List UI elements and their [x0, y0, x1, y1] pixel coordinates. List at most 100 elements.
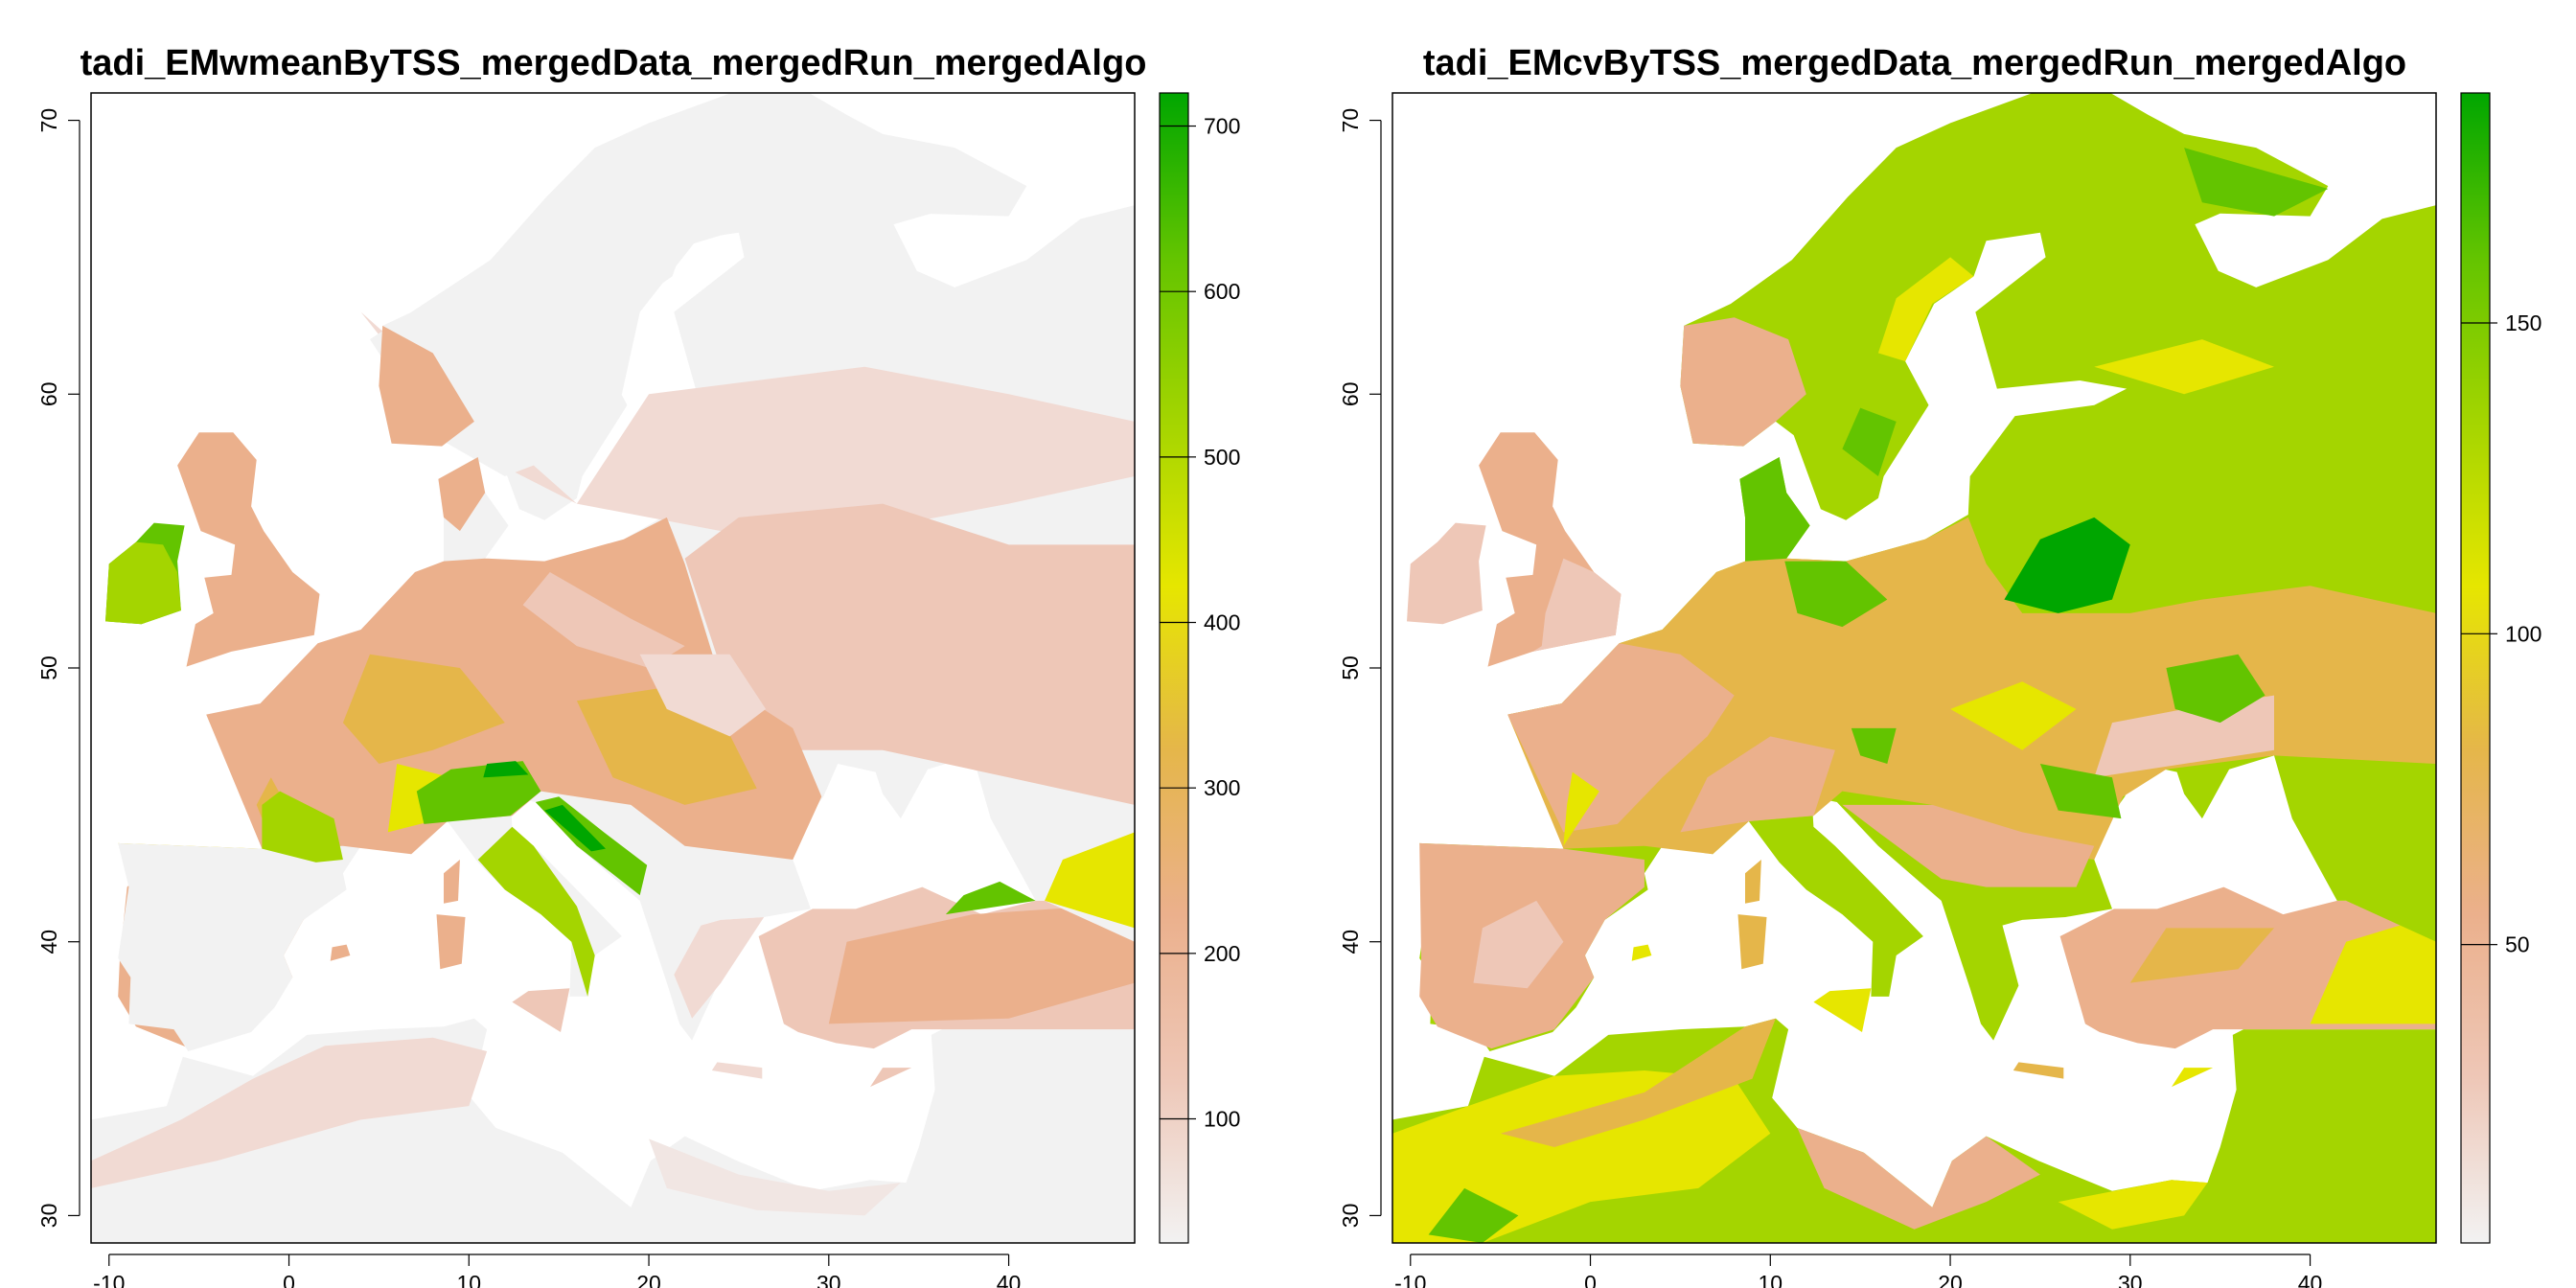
x-tick-label: 20 — [636, 1271, 661, 1288]
y-tick-label: 50 — [36, 656, 61, 680]
colorbar-legend: 100 200 300 400 500 600 700 — [1159, 92, 1240, 1244]
y-tick-label: 60 — [1338, 381, 1363, 406]
value-patch — [684, 503, 1135, 805]
value-patch — [2094, 339, 2274, 395]
y-axis: 30 40 50 60 70 — [36, 108, 80, 1228]
value-patch — [1877, 257, 1974, 361]
legend-tick-label: 600 — [1204, 279, 1240, 304]
map-panel-cv: tadi_EMcvByTSS_mergedData_mergedRun_merg… — [1338, 43, 2542, 1288]
value-patch — [639, 654, 767, 737]
value-patch — [1428, 1187, 1519, 1243]
plot-frame — [1392, 92, 2437, 1244]
x-tick-label: 10 — [1758, 1271, 1782, 1288]
x-tick-label: 30 — [816, 1271, 841, 1288]
value-patch — [2004, 517, 2130, 613]
y-tick-label: 70 — [36, 108, 61, 133]
x-tick-label: 20 — [1938, 1271, 1963, 1288]
value-patch — [1851, 727, 1897, 764]
value-patch — [1739, 457, 1810, 562]
value-patch — [2039, 764, 2122, 819]
chart-title: tadi_EMwmeanByTSS_mergedData_mergedRun_m… — [80, 43, 1147, 83]
x-tick-label: 0 — [283, 1271, 295, 1288]
value-patch — [544, 804, 606, 852]
value-patch — [2310, 914, 2436, 1024]
y-tick-label: 50 — [1338, 656, 1363, 680]
legend-tick-label: 200 — [1204, 941, 1240, 966]
land-cyprus — [2172, 1068, 2214, 1088]
value-patch — [2166, 654, 2266, 724]
x-tick-label: 40 — [2298, 1271, 2323, 1288]
plot-frame — [90, 92, 1136, 1244]
y-tick-label: 30 — [1338, 1204, 1363, 1229]
value-patch — [2129, 928, 2274, 983]
x-axis: -10 0 10 20 30 40 — [93, 1254, 1021, 1288]
legend-tick-label: 150 — [2505, 310, 2542, 335]
land-ireland — [1407, 522, 1486, 625]
y-tick-label: 30 — [36, 1204, 61, 1229]
value-patch — [1045, 832, 1135, 929]
value-patch — [674, 917, 765, 1019]
x-tick-label: 10 — [456, 1271, 481, 1288]
x-tick-label: 40 — [997, 1271, 1022, 1288]
value-patch — [370, 93, 1027, 476]
colorbar-gradient — [1159, 92, 1189, 1244]
value-patch — [2058, 1180, 2208, 1230]
value-patch — [1532, 558, 1622, 652]
value-patch — [1473, 900, 1564, 989]
land-sicily — [1813, 988, 1872, 1032]
y-tick-label: 40 — [1338, 930, 1363, 954]
land-balearic — [330, 944, 351, 961]
land-cyprus — [870, 1068, 912, 1088]
value-patch — [1797, 1128, 2040, 1230]
value-patch — [945, 881, 1036, 915]
x-tick-label: -10 — [1394, 1271, 1426, 1288]
y-axis: 30 40 50 60 70 — [1338, 108, 1382, 1229]
value-patch — [1500, 1018, 1776, 1147]
map-raster — [91, 93, 1135, 1243]
value-patch — [379, 325, 474, 447]
legend-tick-label: 500 — [1204, 445, 1240, 470]
x-tick-label: 0 — [1584, 1271, 1597, 1288]
legend-tick-label: 400 — [1204, 610, 1240, 635]
value-patch — [483, 761, 529, 778]
legend-tick-label: 300 — [1204, 775, 1240, 800]
value-patch — [1507, 643, 1735, 833]
x-tick-label: 30 — [2118, 1271, 2143, 1288]
value-patch — [1842, 407, 1897, 476]
value-patch — [649, 1138, 901, 1216]
value-patch — [2184, 148, 2329, 217]
value-patch — [360, 311, 1135, 532]
legend-tick-label: 100 — [2505, 621, 2542, 646]
land-sardinia — [1737, 914, 1767, 970]
value-patch — [438, 457, 486, 532]
land-corsica — [1745, 860, 1761, 904]
chart-title: tadi_EMcvByTSS_mergedData_mergedRun_merg… — [1423, 43, 2406, 83]
x-axis: -10 0 10 20 30 40 — [1394, 1254, 2322, 1288]
value-patch — [1784, 561, 1888, 628]
y-tick-label: 40 — [36, 930, 61, 954]
value-patch — [1680, 317, 1806, 447]
value-patch — [342, 654, 505, 764]
value-patch — [721, 311, 829, 380]
value-patch — [1950, 681, 2077, 750]
legend-tick-label: 700 — [1204, 114, 1240, 139]
colorbar-gradient — [2460, 92, 2491, 1244]
value-patch — [522, 572, 685, 668]
land-sardinia — [436, 914, 466, 970]
land-balearic — [1631, 944, 1652, 961]
land-crete — [711, 1062, 763, 1079]
y-tick-label: 60 — [36, 381, 61, 406]
x-tick-label: -10 — [93, 1271, 125, 1288]
value-patch — [262, 791, 343, 862]
map-raster — [1392, 93, 2436, 1243]
land-corsica — [444, 860, 460, 904]
value-patch — [828, 903, 1135, 1024]
value-patch — [1563, 771, 1599, 846]
value-patch — [91, 1037, 488, 1188]
legend-tick-label: 50 — [2505, 932, 2530, 957]
land-crete — [2012, 1062, 2064, 1079]
land-britain — [177, 432, 320, 667]
value-patch — [477, 826, 595, 997]
value-patch — [105, 541, 181, 625]
